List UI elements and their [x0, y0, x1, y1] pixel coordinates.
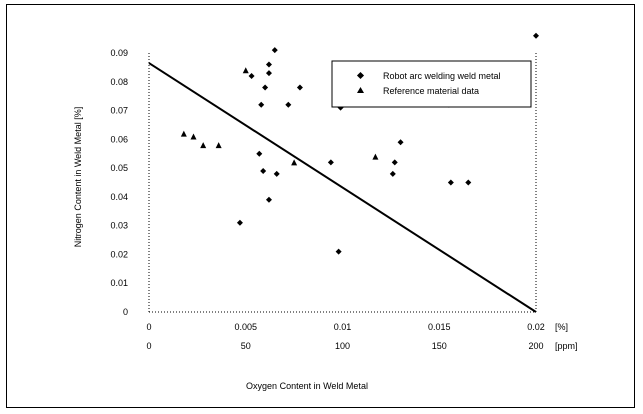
legend-marker-diamond — [356, 71, 365, 80]
legend-label-1: Reference material data — [383, 86, 479, 96]
x-tick-label-top: 0.015 — [428, 322, 451, 332]
diamond-point — [327, 159, 334, 166]
x-tick-label-bottom: 200 — [528, 341, 543, 351]
triangle-point — [200, 142, 207, 149]
trend-line — [148, 62, 537, 313]
diamond-point — [260, 167, 267, 174]
diamond-point — [248, 73, 255, 80]
x-tick-label-bottom: 150 — [432, 341, 447, 351]
diamond-point — [533, 32, 539, 39]
x-tick-label-bottom: 100 — [335, 341, 350, 351]
legend-box — [331, 60, 532, 108]
legend: Robot arc welding weld metal Reference m… — [331, 60, 532, 108]
diamond-point — [265, 61, 272, 68]
y-tick-label: 0 — [123, 307, 128, 317]
triangle-point — [291, 159, 298, 166]
legend-label-0: Robot arc welding weld metal — [383, 71, 501, 81]
axes — [148, 53, 537, 313]
y-tick-labels: 0 0.01 0.02 0.03 0.04 0.05 0.06 0.07 0.08 0.09 — [110, 48, 128, 317]
diamond-point — [265, 70, 272, 77]
x-unit-top: [%] — [555, 322, 568, 332]
diamond-point — [271, 47, 278, 54]
y-tick-label: 0.05 — [110, 163, 128, 173]
diamond-point — [256, 150, 263, 157]
y-tick-label: 0.01 — [110, 278, 128, 288]
triangle-point — [215, 142, 222, 149]
y-tick-label: 0.07 — [110, 106, 128, 116]
diamond-point — [262, 84, 269, 91]
y-tick-label: 0.09 — [110, 48, 128, 58]
diamond-point — [397, 139, 404, 146]
triangle-point — [372, 153, 379, 160]
x-tick-label-bottom: 50 — [241, 341, 251, 351]
diamond-point — [265, 196, 272, 203]
diamond-point — [335, 248, 342, 255]
triangle-point — [180, 130, 187, 137]
diamond-point — [258, 101, 265, 108]
x-tick-label-top: 0.02 — [527, 322, 545, 332]
x-tick-label-top: 0.005 — [234, 322, 257, 332]
legend-marker-triangle — [357, 87, 364, 93]
diamond-point — [465, 179, 472, 186]
x-tick-label-top: 0.01 — [334, 322, 352, 332]
y-tick-label: 0.02 — [110, 249, 128, 259]
x-tick-label-bottom: 0 — [146, 341, 151, 351]
data-points — [180, 32, 539, 255]
triangle-point — [190, 133, 197, 140]
diamond-point — [447, 179, 454, 186]
triangle-point — [242, 67, 249, 74]
y-tick-label: 0.03 — [110, 221, 128, 231]
y-tick-label: 0.08 — [110, 77, 128, 87]
x-unit-bottom: [ppm] — [555, 341, 578, 351]
diamond-point — [296, 84, 303, 91]
y-axis-title: Nitrogen Content in Weld Metal [%] — [73, 107, 83, 247]
x-tick-label-top: 0 — [146, 322, 151, 332]
diamond-point — [285, 101, 292, 108]
diamond-point — [236, 219, 243, 226]
y-tick-label: 0.06 — [110, 134, 128, 144]
diamond-point — [391, 159, 398, 166]
diamond-point — [389, 170, 396, 177]
diamond-point — [273, 170, 280, 177]
x-tick-labels: 0 0.005 0.01 0.015 0.02 0 50 100 150 200 — [146, 322, 544, 351]
y-tick-label: 0.04 — [110, 192, 128, 202]
x-axis-title: Oxygen Content in Weld Metal — [246, 381, 368, 391]
